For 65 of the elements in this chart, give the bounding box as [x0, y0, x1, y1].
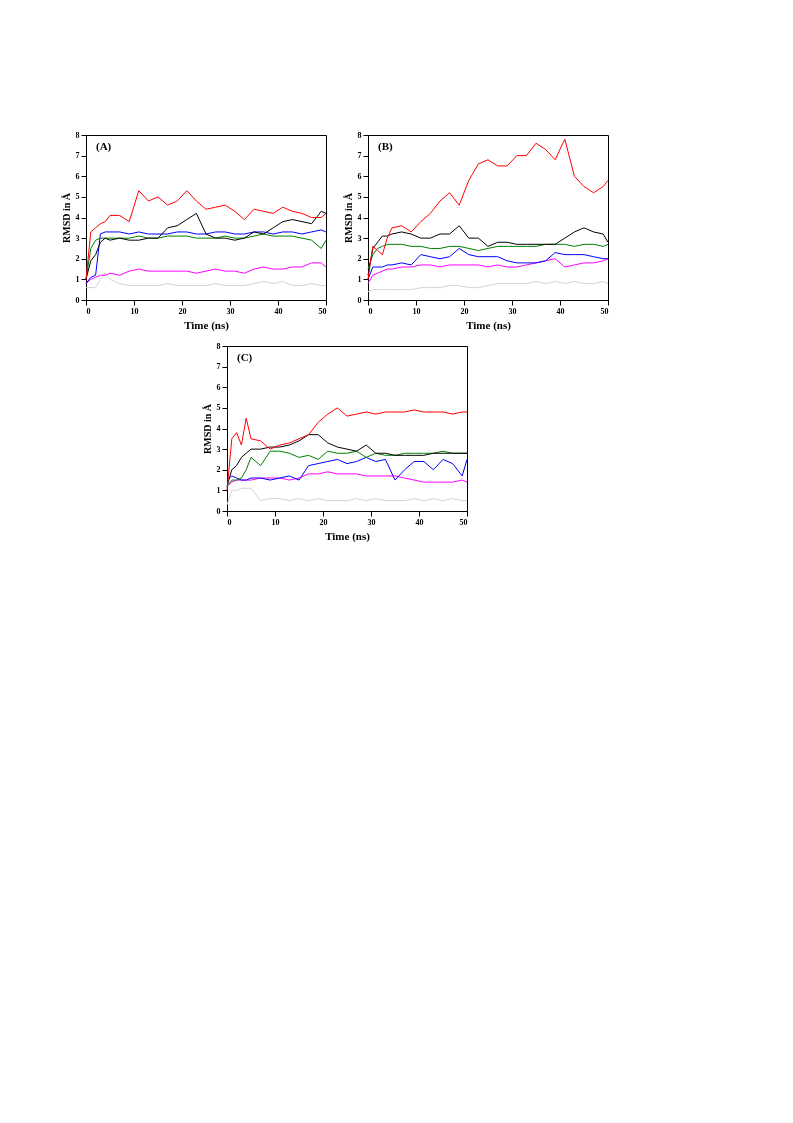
y-tick-label: 0	[216, 506, 221, 516]
y-axis-title: RMSD in Å	[60, 192, 72, 244]
line-series	[85, 262, 327, 284]
x-tick-label: 20	[319, 517, 328, 527]
x-tick-label: 40	[556, 306, 565, 316]
y-tick-label: 7	[357, 151, 362, 161]
x-tick-label: 10	[412, 306, 421, 316]
line-series	[226, 471, 468, 487]
x-axis-title: Time (ns)	[466, 318, 512, 332]
y-tick-label: 3	[75, 233, 80, 243]
line-series	[367, 243, 609, 270]
x-tick-label: 0	[368, 306, 373, 316]
line-series	[367, 280, 609, 293]
line-series	[226, 407, 468, 491]
y-tick-label: 0	[357, 295, 362, 305]
y-tick-label: 4	[75, 213, 80, 222]
y-tick-label: 3	[357, 233, 362, 243]
x-tick-label: 0	[86, 306, 91, 316]
y-tick-label: 2	[216, 465, 221, 475]
y-tick-label: 1	[216, 485, 221, 495]
y-tick-label: 5	[357, 192, 362, 202]
x-tick-label: 50	[600, 306, 609, 316]
line-series	[85, 190, 327, 280]
line-series	[367, 258, 609, 284]
y-tick-label: 4	[216, 424, 221, 433]
y-tick-label: 6	[216, 382, 221, 392]
y-tick-label: 4	[357, 213, 362, 222]
x-tick-label: 30	[508, 306, 517, 316]
y-tick-label: 6	[357, 171, 362, 181]
x-tick-label: 0	[227, 517, 232, 527]
line-series	[367, 138, 609, 280]
x-axis-title: Time (ns)	[184, 318, 230, 332]
y-tick-label: 3	[216, 444, 221, 454]
y-tick-label: 0	[75, 295, 80, 305]
x-tick-label: 20	[178, 306, 187, 316]
y-tick-label: 2	[75, 254, 80, 264]
x-tick-label: 10	[130, 306, 139, 316]
x-tick-label: 50	[459, 517, 468, 527]
x-tick-label: 20	[460, 306, 469, 316]
line-series	[226, 487, 468, 506]
chart-title: (B)	[378, 140, 393, 153]
y-tick-label: 1	[357, 274, 362, 284]
chart-title: (C)	[237, 351, 253, 364]
y-tick-label: 2	[357, 254, 362, 264]
y-axis-title: RMSD in Å	[201, 403, 213, 455]
y-tick-label: 7	[216, 362, 221, 372]
x-tick-label: 40	[274, 306, 283, 316]
y-tick-label: 8	[216, 341, 221, 351]
chart-title: (A)	[96, 140, 112, 153]
y-tick-label: 6	[75, 171, 80, 181]
y-axis-title: RMSD in Å	[342, 192, 354, 244]
y-tick-label: 5	[216, 403, 221, 413]
x-tick-label: 40	[415, 517, 424, 527]
y-tick-label: 8	[357, 130, 362, 140]
x-tick-label: 10	[271, 517, 280, 527]
x-tick-label: 30	[367, 517, 376, 527]
y-tick-label: 1	[75, 274, 80, 284]
y-tick-label: 5	[75, 192, 80, 202]
x-tick-label: 50	[318, 306, 327, 316]
y-tick-label: 7	[75, 151, 80, 161]
line-series	[85, 272, 327, 289]
x-axis-title: Time (ns)	[325, 529, 371, 543]
y-tick-label: 8	[75, 130, 80, 140]
line-series	[367, 247, 609, 280]
x-tick-label: 30	[226, 306, 235, 316]
